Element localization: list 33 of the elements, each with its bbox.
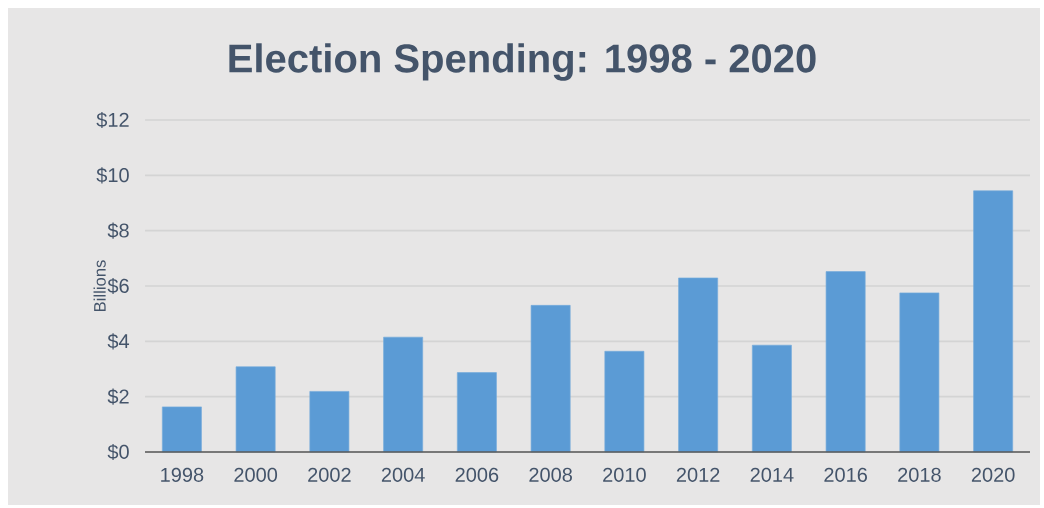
y-tick-label: $6 [107,277,129,295]
bar [678,277,719,453]
bar [973,190,1014,453]
y-tick-label: $4 [107,333,130,350]
bar [752,344,792,453]
y-tick-label: $0 [107,443,129,461]
x-tick-label: 2014 [750,467,794,482]
y-tick-label: $2 [107,388,129,405]
bar [530,305,571,453]
x-tick-label: 2020 [971,467,1015,482]
x-tick-label: 2012 [676,467,720,482]
x-tick-label: 2004 [381,467,425,482]
bar [825,271,866,453]
bar [457,372,497,453]
x-tick-label: 2002 [308,467,351,482]
bar [604,350,645,453]
x-tick-label: 2006 [455,467,499,482]
x-tick-label: 2018 [898,467,941,482]
y-tick-label: $10 [96,167,129,184]
x-tick-label: 2008 [529,467,572,482]
x-tick-label: 2010 [603,467,646,482]
y-tick-label: $8 [107,222,129,239]
x-tick-label: 2000 [234,467,278,482]
bar [383,336,424,453]
bar [309,391,350,453]
y-axis-title: Billions [93,260,106,312]
x-tick-label: 2016 [824,467,867,482]
bar [162,406,202,453]
chart-title: Election Spending: 1998 - 2020 [229,43,816,81]
bar [899,292,940,453]
x-tick-label: 1998 [161,467,204,482]
bar [235,366,276,453]
y-tick-label: $12 [96,111,129,129]
